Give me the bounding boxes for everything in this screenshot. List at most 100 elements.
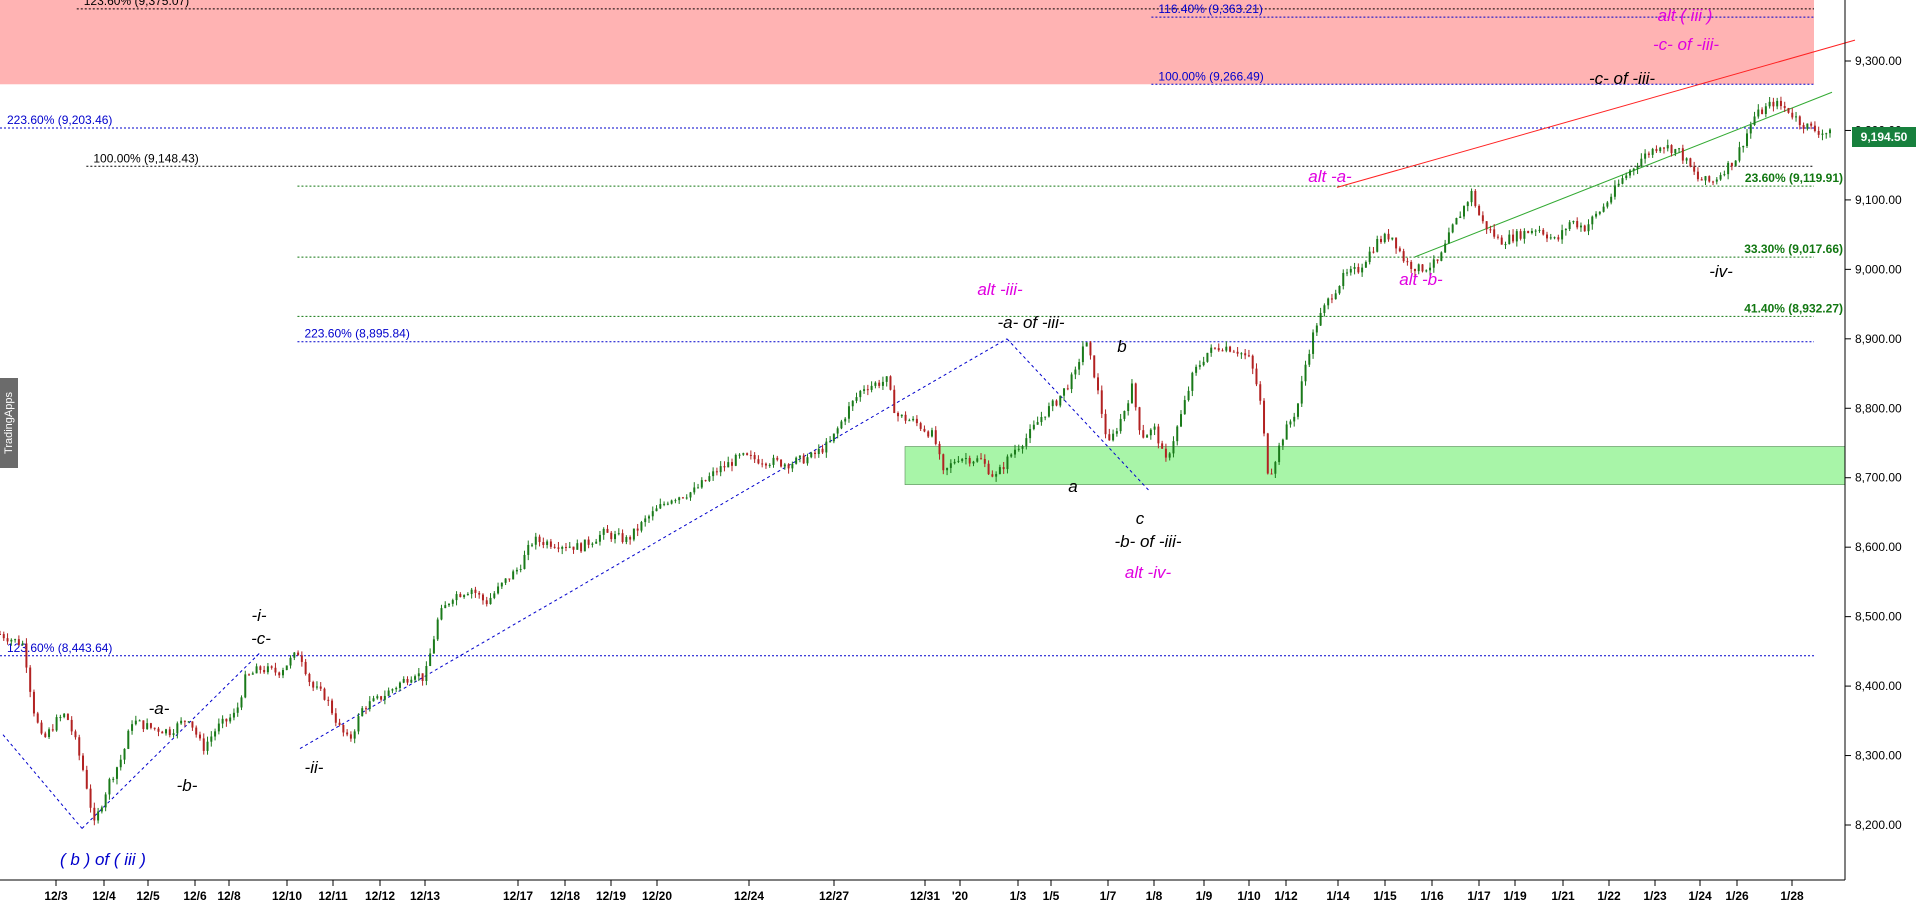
candle-body [1813, 125, 1816, 131]
candle-body [1164, 448, 1167, 458]
x-tick-label: 1/19 [1503, 889, 1527, 903]
wave-label: -ii- [305, 758, 324, 777]
candle-body [481, 594, 484, 601]
candle-body [85, 769, 88, 789]
candle-body [1629, 170, 1632, 176]
candle-body [1417, 264, 1420, 272]
candle-body [1640, 158, 1643, 167]
candle-body [1610, 196, 1613, 203]
candle-body [621, 533, 624, 543]
candle-body [191, 721, 194, 728]
candle-body [414, 676, 417, 680]
candle-body [1263, 400, 1266, 434]
candle-body [814, 452, 817, 455]
wave-label: alt -b- [1399, 270, 1443, 289]
candle-body [1749, 124, 1752, 134]
candle-body [1557, 237, 1560, 240]
candle-body [1410, 261, 1413, 269]
channel-layer [2, 39, 1856, 829]
candle-body [353, 731, 356, 739]
candle-body [300, 655, 303, 662]
candle-body [583, 539, 586, 552]
candle-body [1534, 230, 1537, 232]
candle-body [889, 376, 892, 390]
candle-body [1100, 390, 1103, 414]
candle-body [1323, 305, 1326, 313]
candle-body [1764, 106, 1767, 114]
candle-body [1523, 231, 1526, 239]
wave-label: -b- [177, 776, 198, 795]
candle-body [1244, 353, 1247, 356]
candle-body [1195, 366, 1198, 373]
candle-body [432, 639, 435, 654]
candle-body [961, 459, 964, 461]
candle-body [1123, 410, 1126, 419]
candle-body [297, 652, 300, 656]
candle-body [1021, 446, 1024, 449]
candle-body [1353, 266, 1356, 269]
candle-body [421, 673, 424, 681]
candle-body [436, 619, 439, 640]
candle-body [112, 778, 115, 780]
candle-body [1093, 355, 1096, 378]
candle-body [629, 537, 632, 540]
candle-body [1655, 148, 1658, 152]
candle-body [142, 720, 145, 730]
candle-body [1745, 133, 1748, 146]
tradingapps-tab[interactable]: TradingApps [0, 378, 18, 468]
candle-body [1500, 237, 1503, 245]
candle-body [210, 736, 213, 742]
candle-body [1232, 351, 1235, 353]
candle-body [25, 643, 28, 668]
candle-body [572, 546, 575, 550]
candle-body [674, 500, 677, 502]
candle-body [897, 412, 900, 417]
candle-body [1247, 355, 1250, 357]
candle-body [448, 603, 451, 606]
candle-body [791, 463, 794, 469]
candle-body [1595, 213, 1598, 217]
candle-body [1568, 222, 1571, 230]
x-tick-label: 1/12 [1274, 889, 1298, 903]
candle-body [1210, 347, 1213, 353]
candle-body [229, 717, 232, 722]
y-tick-label: 8,400.00 [1855, 679, 1902, 693]
candle-body [202, 738, 205, 751]
x-tick-label: 12/11 [318, 889, 348, 903]
candle-body [1342, 272, 1345, 286]
candle-body [700, 480, 703, 488]
candle-body [783, 464, 786, 467]
candle-body [900, 414, 903, 417]
candle-body [663, 503, 666, 505]
candle-body [998, 467, 1001, 475]
candle-body [1157, 426, 1160, 444]
candle-body [285, 665, 288, 670]
candle-body [1489, 229, 1492, 231]
candle-body [1802, 125, 1805, 129]
candle-body [546, 541, 549, 545]
candle-body [557, 547, 560, 549]
watermark-label: TradingApps [3, 392, 15, 454]
candle-body [1738, 147, 1741, 161]
candle-body [115, 767, 118, 779]
x-tick-label: 12/5 [136, 889, 160, 903]
candle-body [1266, 433, 1269, 474]
candle-body [240, 697, 243, 708]
candle-body [153, 727, 156, 729]
candle-body [689, 492, 692, 498]
fib-level-label: 223.60% (8,895.84) [304, 327, 409, 341]
candle-body [51, 729, 54, 731]
candle-body [180, 720, 183, 724]
candle-body [821, 448, 824, 453]
candle-body [1564, 229, 1567, 231]
candle-body [847, 406, 850, 419]
candle-body [640, 522, 643, 531]
candle-body [1025, 438, 1028, 447]
candle-body [1112, 433, 1115, 441]
candle-body [1530, 230, 1533, 234]
candle-body [395, 687, 398, 690]
candle-body [1032, 424, 1035, 430]
candle-body [602, 528, 605, 535]
candle-body [1149, 429, 1152, 436]
